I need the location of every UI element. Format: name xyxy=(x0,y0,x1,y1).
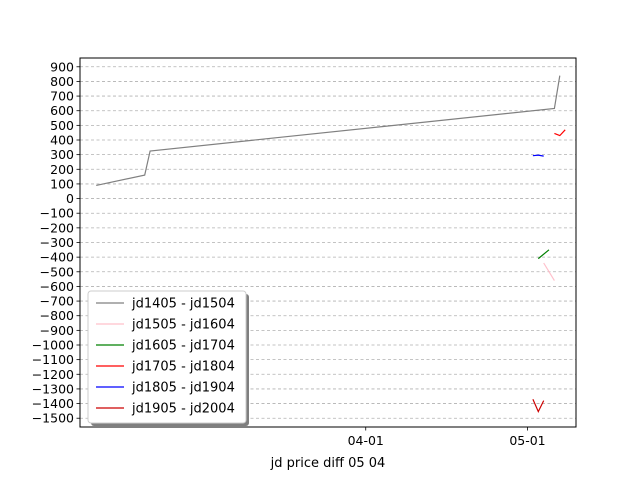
y-tick-label: −700 xyxy=(40,294,74,309)
legend-box xyxy=(87,290,247,424)
series-line xyxy=(532,398,545,414)
y-tick-label: −400 xyxy=(40,250,74,265)
y-tick-label: −1000 xyxy=(32,338,74,353)
x-tick-label: 04-01 xyxy=(348,433,384,448)
y-tick-label: −900 xyxy=(40,323,74,338)
y-tick-label: 500 xyxy=(50,118,74,133)
series-line xyxy=(543,262,555,281)
y-axis: 9008007006005004003002001000−100−200−300… xyxy=(32,59,80,426)
y-tick-label: −600 xyxy=(40,279,74,294)
y-tick-label: 0 xyxy=(66,191,74,206)
y-tick-label: −800 xyxy=(40,308,74,323)
y-tick-label: −1500 xyxy=(32,411,74,426)
y-tick-label: −1300 xyxy=(32,381,74,396)
series-line xyxy=(532,154,544,157)
series-line xyxy=(537,249,550,260)
grid xyxy=(80,66,576,419)
x-axis-label: jd price diff 05 04 xyxy=(270,456,386,471)
y-tick-label: −200 xyxy=(40,220,74,235)
x-axis: 04-01 05-01 xyxy=(348,427,546,448)
y-tick-label: 400 xyxy=(50,133,74,148)
y-tick-label: −100 xyxy=(40,206,74,221)
y-tick-label: −1100 xyxy=(32,352,74,367)
legend-entry: jd1805 - jd1904 xyxy=(131,381,235,396)
x-tick-label: 05-01 xyxy=(509,433,545,448)
series-line xyxy=(554,129,566,137)
y-tick-label: −500 xyxy=(40,264,74,279)
series-line xyxy=(96,75,561,186)
y-tick-label: 800 xyxy=(50,74,74,89)
y-tick-label: 200 xyxy=(50,162,74,177)
legend: jd1405 - jd1504 jd1505 - jd1604 jd1605 - j… xyxy=(87,290,249,426)
y-tick-label: 300 xyxy=(50,147,74,162)
y-tick-label: −1200 xyxy=(32,367,74,382)
legend-entry: jd1505 - jd1604 xyxy=(131,318,235,333)
y-tick-label: −1400 xyxy=(32,396,74,411)
y-tick-label: 600 xyxy=(50,103,74,118)
y-tick-label: 900 xyxy=(50,59,74,74)
y-tick-label: −300 xyxy=(40,235,74,250)
y-tick-label: 700 xyxy=(50,89,74,104)
legend-entry: jd1405 - jd1504 xyxy=(131,297,235,312)
legend-entry: jd1605 - jd1704 xyxy=(131,339,235,354)
legend-entry: jd1905 - jd2004 xyxy=(131,402,235,417)
plot-series xyxy=(96,75,566,414)
y-tick-label: 100 xyxy=(50,176,74,191)
legend-entry: jd1705 - jd1804 xyxy=(131,360,235,375)
